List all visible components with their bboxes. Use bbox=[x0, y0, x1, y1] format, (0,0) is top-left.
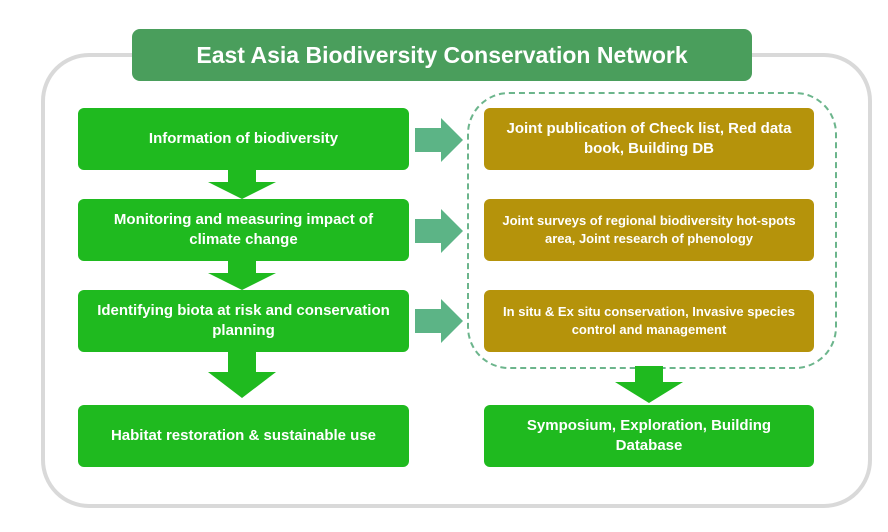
box-joint-publication: Joint publication of Check list, Red dat… bbox=[484, 108, 814, 170]
diagram-title: East Asia Biodiversity Conservation Netw… bbox=[132, 29, 752, 81]
box-habitat-restoration: Habitat restoration & sustainable use bbox=[78, 405, 409, 467]
right-arrow-icon bbox=[415, 299, 463, 343]
down-arrow-icon bbox=[615, 366, 683, 403]
right-arrow-icon bbox=[415, 118, 463, 162]
box-monitoring-climate-change: Monitoring and measuring impact of clima… bbox=[78, 199, 409, 261]
down-arrow-icon bbox=[208, 261, 276, 290]
box-information-of-biodiversity: Information of biodiversity bbox=[78, 108, 409, 170]
right-arrow-icon bbox=[415, 209, 463, 253]
box-joint-surveys: Joint surveys of regional biodiversity h… bbox=[484, 199, 814, 261]
box-identifying-biota-at-risk: Identifying biota at risk and conservati… bbox=[78, 290, 409, 352]
box-in-situ-ex-situ-conservation: In situ & Ex situ conservation, Invasive… bbox=[484, 290, 814, 352]
box-symposium-outcome: Symposium, Exploration, Building Databas… bbox=[484, 405, 814, 467]
down-arrow-icon bbox=[208, 352, 276, 398]
down-arrow-icon bbox=[208, 170, 276, 199]
